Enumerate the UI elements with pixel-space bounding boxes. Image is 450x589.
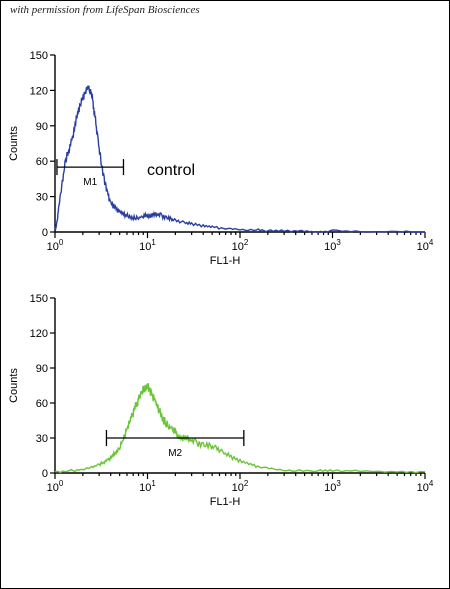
x-tick-exponent: 2 [244,479,249,488]
y-axis-label: Counts [8,126,20,161]
x-tick-base: 10 [47,241,59,253]
x-tick-label: 103 [324,238,341,253]
x-tick-label: 101 [139,479,156,494]
x-tick-label: 100 [47,238,64,253]
annotation-control: control [147,162,195,179]
x-tick-exponent: 4 [429,479,434,488]
histogram-trace [54,85,426,233]
y-tick-label: 120 [30,85,48,97]
y-tick-label: 120 [30,328,48,340]
axes [54,55,425,233]
y-tick-label: 60 [36,398,48,410]
x-tick-base: 10 [417,241,429,253]
x-axis-label: FL1-H [210,255,241,267]
y-tick-label: 90 [36,121,48,133]
x-tick-base: 10 [232,482,244,494]
y-tick-label: 0 [42,227,48,239]
x-tick-label: 101 [139,238,156,253]
axes [54,298,425,474]
x-tick-label: 104 [417,238,434,253]
x-tick-base: 10 [232,241,244,253]
x-tick-base: 10 [139,241,151,253]
x-tick-label: 103 [324,479,341,494]
y-axis-label: Counts [8,368,20,403]
x-tick-exponent: 2 [244,238,249,247]
histogram-trace [54,383,426,474]
y-tick-label: 150 [30,293,48,305]
x-tick-base: 10 [324,482,336,494]
y-tick-label: 0 [42,468,48,480]
x-tick-exponent: 3 [336,238,341,247]
x-tick-exponent: 0 [59,479,64,488]
credit-text: with permission from LifeSpan Bioscience… [10,4,200,16]
y-tick-label: 150 [30,50,48,62]
gate-label: M1 [83,177,97,188]
x-tick-exponent: 4 [429,238,434,247]
x-tick-base: 10 [47,482,59,494]
x-tick-label: 104 [417,479,434,494]
x-tick-label: 100 [47,479,64,494]
x-tick-base: 10 [417,482,429,494]
x-tick-label: 102 [232,238,249,253]
y-tick-label: 30 [36,192,48,204]
x-axis-label: FL1-H [210,496,241,508]
y-tick-label: 60 [36,156,48,168]
x-tick-exponent: 0 [59,238,64,247]
x-tick-exponent: 3 [336,479,341,488]
x-tick-exponent: 1 [151,238,156,247]
x-tick-base: 10 [324,241,336,253]
gate-label: M2 [168,448,182,459]
y-tick-label: 90 [36,363,48,375]
x-tick-exponent: 1 [151,479,156,488]
x-tick-label: 102 [232,479,249,494]
y-tick-label: 30 [36,433,48,445]
x-tick-base: 10 [139,482,151,494]
